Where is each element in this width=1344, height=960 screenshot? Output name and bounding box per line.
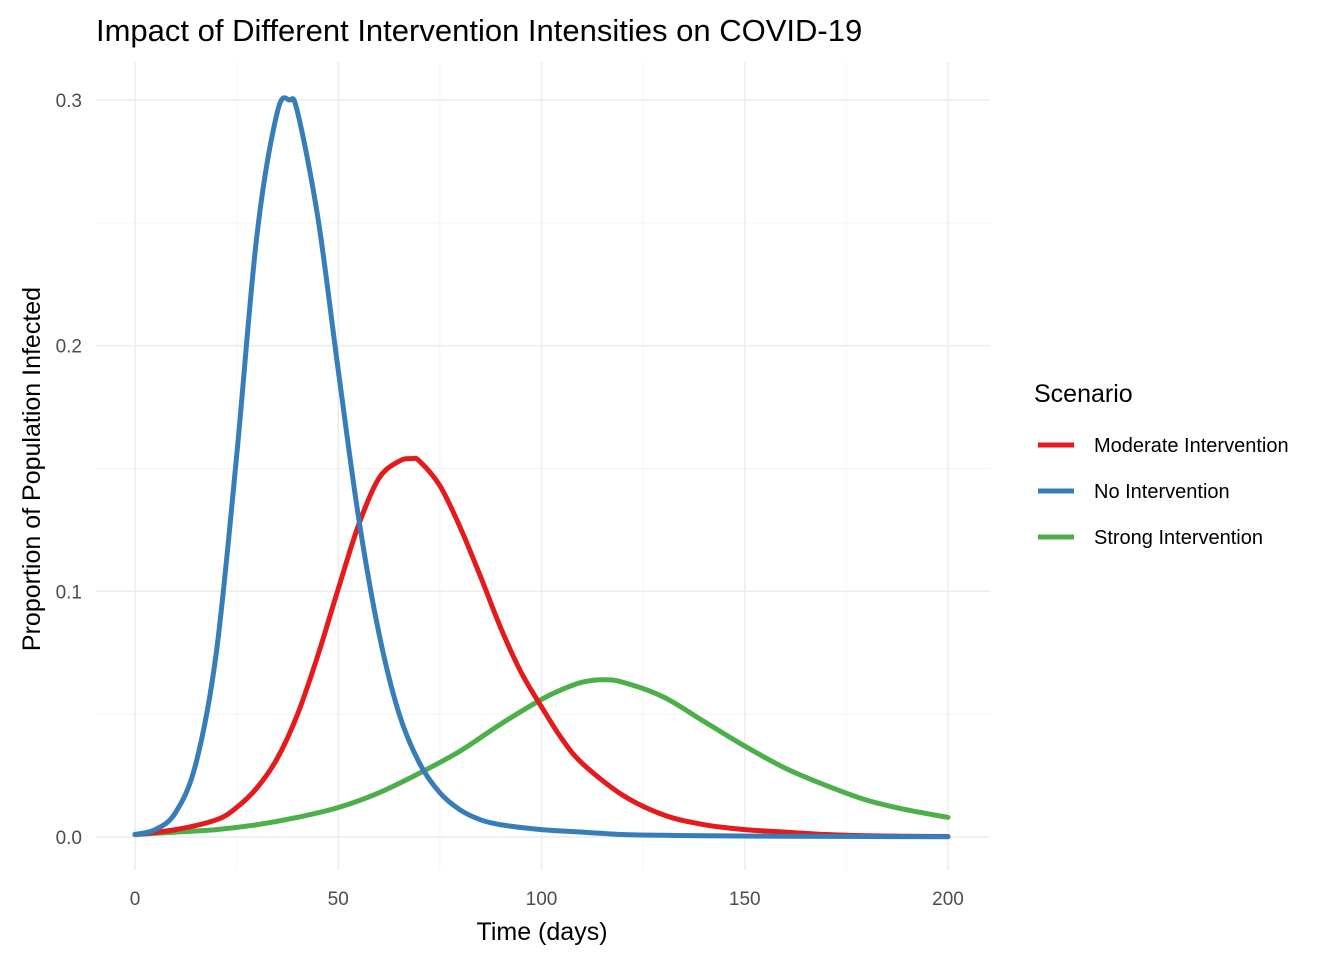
series-line-strong-intervention <box>132 677 951 838</box>
y-tick-label: 0.2 <box>56 337 82 358</box>
legend-label-strong-intervention: Strong Intervention <box>1094 527 1263 549</box>
x-tick-label: 200 <box>932 889 964 910</box>
legend-label-no-intervention: No Intervention <box>1094 481 1230 503</box>
x-tick-label: 0 <box>130 889 141 910</box>
legend: Scenario Moderate Intervention No Interve… <box>1034 380 1289 549</box>
x-tick-label: 150 <box>729 889 761 910</box>
gridlines <box>96 62 990 870</box>
x-axis-ticks: 0 50 100 150 200 <box>130 889 964 910</box>
y-tick-label: 0.1 <box>56 582 82 603</box>
series-line-no-intervention <box>132 95 951 840</box>
legend-label-moderate-intervention: Moderate Intervention <box>1094 435 1289 457</box>
y-axis-title: Proportion of Population Infected <box>18 287 46 651</box>
x-tick-label: 50 <box>328 889 349 910</box>
x-axis-title: Time (days) <box>476 918 607 946</box>
chart-title: Impact of Different Intervention Intensi… <box>96 13 862 48</box>
y-axis-ticks: 0.0 0.1 0.2 0.3 <box>56 91 82 849</box>
x-tick-label: 100 <box>526 889 558 910</box>
y-tick-label: 0.0 <box>56 828 82 849</box>
y-tick-label: 0.3 <box>56 91 82 112</box>
series-line-moderate-intervention <box>132 455 951 840</box>
legend-title: Scenario <box>1034 380 1133 408</box>
legend-entries: Moderate Intervention No Intervention Stro… <box>1038 435 1289 549</box>
series-lines <box>132 95 951 840</box>
